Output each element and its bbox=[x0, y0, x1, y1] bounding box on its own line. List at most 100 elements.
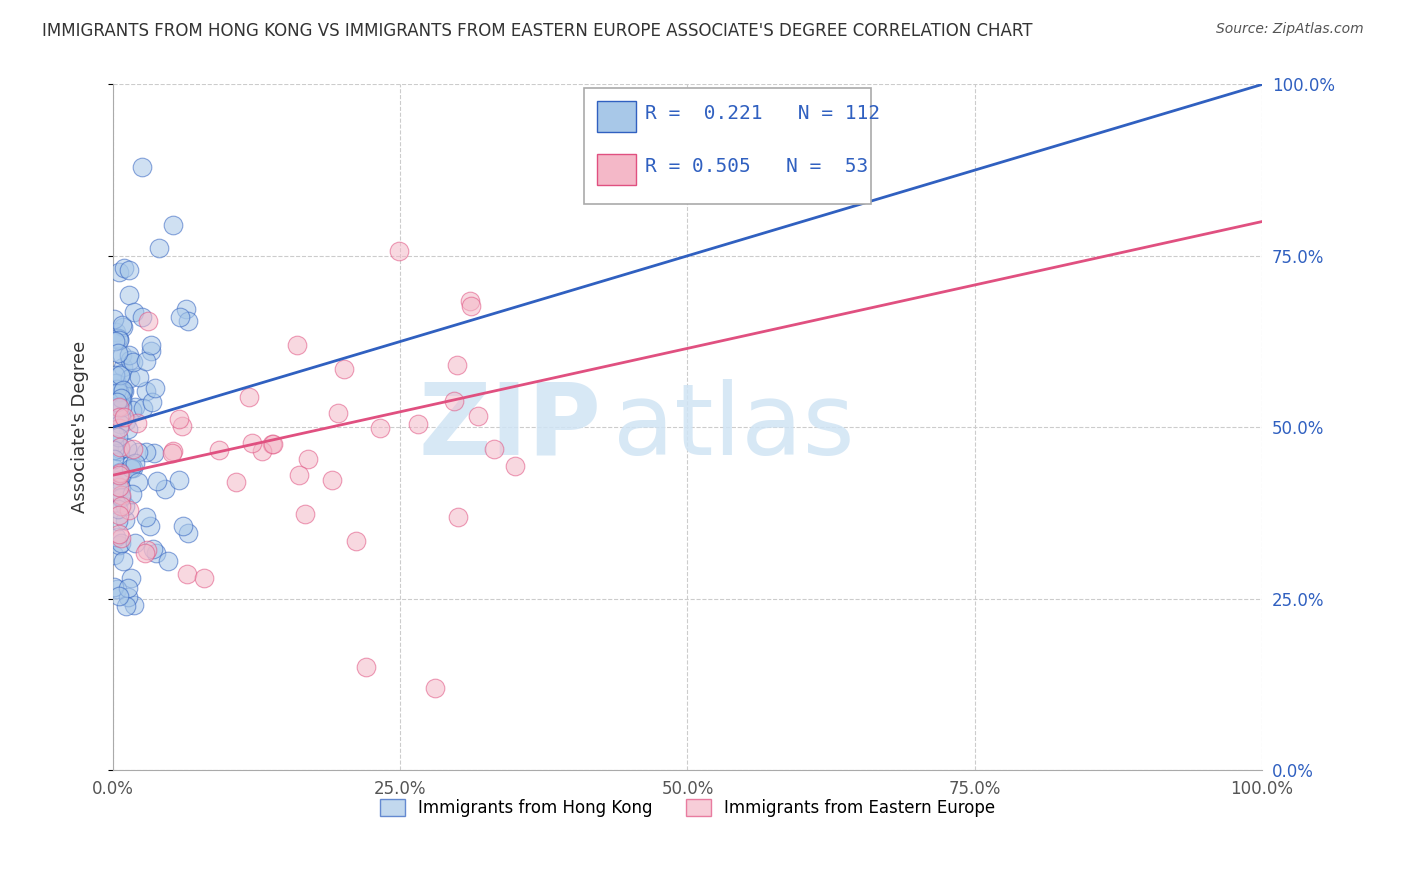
Point bbox=[105, 376, 128, 390]
Point bbox=[262, 437, 284, 451]
Point bbox=[460, 299, 482, 313]
Point bbox=[136, 542, 159, 557]
Point bbox=[112, 383, 135, 397]
Point bbox=[108, 537, 131, 551]
Point bbox=[388, 244, 411, 258]
Point bbox=[105, 394, 128, 409]
Point bbox=[104, 427, 127, 442]
Point bbox=[131, 160, 153, 174]
Point bbox=[128, 370, 150, 384]
Legend: Immigrants from Hong Kong, Immigrants from Eastern Europe: Immigrants from Hong Kong, Immigrants fr… bbox=[373, 792, 1002, 823]
Point bbox=[115, 599, 138, 614]
Point bbox=[120, 571, 142, 585]
Point bbox=[238, 390, 260, 404]
Point bbox=[103, 442, 125, 457]
Point bbox=[294, 507, 316, 521]
Point bbox=[108, 385, 131, 400]
Point bbox=[176, 566, 198, 581]
Point bbox=[131, 310, 153, 325]
Point bbox=[107, 331, 129, 345]
Point bbox=[110, 531, 132, 545]
Point bbox=[112, 261, 135, 276]
Point bbox=[326, 406, 349, 420]
Point bbox=[112, 410, 135, 425]
Point bbox=[108, 473, 131, 487]
Point bbox=[122, 460, 145, 475]
Point bbox=[103, 437, 125, 451]
Text: R = 0.505   N =  53: R = 0.505 N = 53 bbox=[645, 157, 868, 177]
Point bbox=[135, 445, 157, 459]
Point bbox=[169, 310, 191, 324]
Point bbox=[124, 456, 146, 470]
Point bbox=[107, 421, 129, 435]
Point bbox=[135, 384, 157, 398]
Point bbox=[443, 393, 465, 408]
Point bbox=[174, 301, 197, 316]
Point bbox=[124, 535, 146, 549]
Point bbox=[115, 441, 138, 455]
Text: ZIP: ZIP bbox=[419, 379, 602, 475]
Point bbox=[117, 581, 139, 595]
Point bbox=[104, 495, 127, 509]
Point bbox=[321, 473, 343, 487]
Point bbox=[136, 314, 159, 328]
Point bbox=[111, 468, 134, 483]
Point bbox=[104, 368, 127, 382]
Point bbox=[370, 420, 392, 434]
Point bbox=[139, 519, 162, 533]
Point bbox=[344, 533, 367, 548]
Point bbox=[112, 384, 135, 398]
Point bbox=[176, 314, 198, 328]
Point bbox=[177, 526, 200, 541]
Point bbox=[121, 402, 143, 417]
Point bbox=[354, 660, 377, 674]
Point bbox=[447, 510, 470, 524]
Point bbox=[112, 554, 135, 568]
Point bbox=[162, 446, 184, 460]
Point bbox=[118, 262, 141, 277]
Point bbox=[107, 502, 129, 516]
Point bbox=[288, 467, 311, 482]
Point bbox=[134, 546, 156, 560]
Point bbox=[333, 362, 356, 376]
Point bbox=[134, 510, 156, 524]
Point bbox=[155, 482, 177, 496]
Point bbox=[252, 444, 274, 458]
Point bbox=[111, 392, 134, 407]
Point bbox=[107, 430, 129, 444]
Point bbox=[145, 546, 167, 560]
Point bbox=[225, 475, 247, 490]
FancyBboxPatch shape bbox=[596, 101, 636, 132]
Point bbox=[423, 681, 446, 695]
Point bbox=[167, 473, 190, 487]
Point bbox=[143, 446, 166, 460]
Point bbox=[172, 519, 194, 533]
Point bbox=[111, 401, 134, 415]
Point bbox=[107, 400, 129, 414]
Point bbox=[162, 218, 184, 232]
Point bbox=[162, 443, 184, 458]
Point bbox=[103, 460, 125, 475]
Point bbox=[193, 571, 215, 585]
Point bbox=[125, 416, 148, 430]
Point bbox=[110, 481, 132, 495]
Point bbox=[112, 319, 135, 334]
Point bbox=[135, 353, 157, 368]
Point bbox=[111, 385, 134, 400]
Point bbox=[110, 488, 132, 502]
Point bbox=[121, 460, 143, 475]
Point bbox=[118, 348, 141, 362]
Point bbox=[482, 442, 505, 456]
Point bbox=[108, 265, 131, 279]
Point bbox=[406, 417, 429, 432]
Point bbox=[107, 334, 129, 348]
Text: IMMIGRANTS FROM HONG KONG VS IMMIGRANTS FROM EASTERN EUROPE ASSOCIATE'S DEGREE C: IMMIGRANTS FROM HONG KONG VS IMMIGRANTS … bbox=[42, 22, 1032, 40]
Point bbox=[105, 376, 128, 390]
Point bbox=[108, 589, 131, 603]
Point bbox=[105, 383, 128, 397]
Point bbox=[103, 452, 125, 467]
Point bbox=[108, 332, 131, 346]
Point bbox=[114, 500, 136, 514]
Point bbox=[103, 580, 125, 594]
Point bbox=[141, 343, 163, 358]
